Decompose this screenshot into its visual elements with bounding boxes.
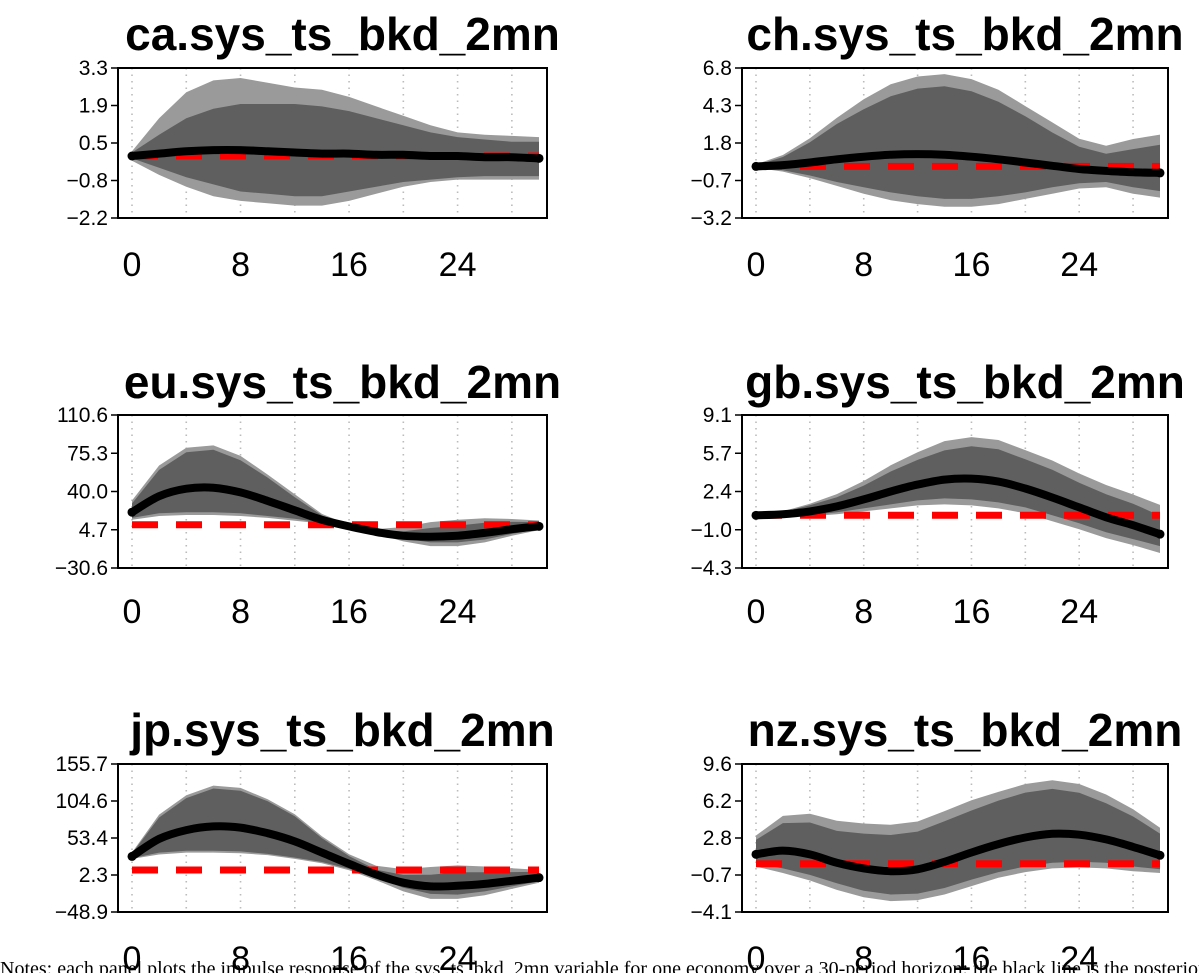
x-tick-label: 8 (854, 246, 873, 284)
y-tick-label: 110.6 (57, 404, 108, 427)
panel-title: gb.sys_ts_bkd_2mn (745, 356, 1185, 408)
median-line (128, 145, 543, 163)
x-tick-label: 16 (953, 246, 991, 284)
median-start-point (127, 151, 137, 161)
y-tick-label: 3.3 (79, 57, 108, 80)
median-start-point (751, 510, 761, 520)
x-tick-label: 0 (747, 940, 766, 973)
y-tick-label: 4.7 (79, 519, 108, 542)
panel-ch: ch.sys_ts_bkd_2mn 6.8 4.3 1.8 −0.7 −3.2 0 8 16 24 (691, 8, 1184, 284)
figure-caption: Notes: each panel plots the impulse resp… (0, 958, 1199, 973)
y-tick-label: 53.4 (67, 827, 108, 850)
x-tick-label: 16 (953, 593, 991, 631)
median-end-point (534, 873, 544, 883)
y-tick-label: −30.6 (55, 557, 108, 580)
panel-title: ch.sys_ts_bkd_2mn (746, 8, 1183, 60)
x-tick-label: 24 (439, 593, 477, 631)
y-tick-label: 75.3 (67, 442, 108, 465)
y-tick-label: −4.1 (691, 901, 732, 924)
median-end-point (534, 153, 544, 163)
y-tick-label: 0.5 (79, 132, 108, 155)
median-start-point (751, 161, 761, 171)
x-tick-label: 24 (1060, 246, 1098, 284)
median-end-point (534, 521, 544, 531)
y-tick-label: −2.2 (67, 207, 108, 230)
y-tick-label: −0.8 (67, 170, 108, 193)
median-start-point (127, 851, 137, 861)
y-tick-label: 104.6 (55, 790, 108, 813)
median-start-point (751, 849, 761, 859)
x-tick-label: 8 (231, 593, 250, 631)
y-tick-label: 4.3 (703, 95, 732, 118)
y-tick-label: −3.2 (691, 207, 732, 230)
x-tick-label: 0 (123, 246, 142, 284)
y-tick-label: 1.8 (703, 132, 732, 155)
y-tick-label: −0.7 (691, 864, 732, 887)
x-tick-label: 0 (123, 940, 142, 973)
y-tick-label: −4.3 (691, 557, 732, 580)
median-line (752, 150, 1164, 177)
x-tick-label: 8 (231, 246, 250, 284)
credible-band-inner (132, 788, 539, 895)
credible-band-inner (132, 449, 539, 543)
panel-title: nz.sys_ts_bkd_2mn (748, 704, 1183, 756)
y-tick-label: 1.9 (79, 95, 108, 118)
x-tick-label: 0 (123, 593, 142, 631)
y-tick-label: 40.0 (67, 481, 108, 504)
y-tick-label: 9.6 (703, 753, 732, 776)
y-tick-label: 6.8 (703, 57, 732, 80)
x-tick-label: 24 (439, 246, 477, 284)
median-line (128, 822, 543, 891)
median-start-point (127, 507, 137, 517)
median-end-point (1155, 168, 1165, 178)
credible-band-inner (756, 446, 1160, 547)
y-tick-label: 5.7 (703, 442, 732, 465)
y-tick-label: −48.9 (55, 901, 108, 924)
median-end-point (1155, 850, 1165, 860)
x-tick-label: 8 (854, 593, 873, 631)
x-tick-label: 0 (747, 593, 766, 631)
x-tick-label: 16 (953, 940, 991, 973)
y-tick-label: 155.7 (55, 753, 108, 776)
panel-jp: jp.sys_ts_bkd_2mn 155.7 104.6 53.4 2.3 −48.9 0… (55, 704, 555, 973)
median-line (128, 483, 543, 541)
panel-eu: eu.sys_ts_bkd_2mn 110.6 75.3 40.0 4.7 −30.6 0 8… (55, 356, 561, 631)
median-line (752, 474, 1164, 539)
y-tick-label: 9.1 (703, 404, 732, 427)
panel-title: ca.sys_ts_bkd_2mn (125, 8, 560, 60)
y-tick-label: 2.3 (79, 864, 108, 887)
y-tick-label: −1.0 (691, 519, 732, 542)
y-tick-label: 2.8 (703, 827, 732, 850)
median-line (752, 829, 1164, 876)
panel-gb: gb.sys_ts_bkd_2mn 9.1 5.7 2.4 −1.0 −4.3 0 8 16 24 (691, 356, 1185, 631)
panel-title: jp.sys_ts_bkd_2mn (129, 704, 554, 756)
x-tick-label: 24 (1060, 593, 1098, 631)
y-tick-label: 2.4 (703, 481, 733, 504)
panel-ca: ca.sys_ts_bkd_2mn 3.3 1.9 0.5 −0.8 −2.2 0 8 16 24 (67, 8, 560, 284)
x-tick-label: 16 (330, 246, 368, 284)
x-tick-label: 8 (231, 940, 250, 973)
x-tick-label: 16 (330, 940, 368, 973)
x-tick-label: 24 (1060, 940, 1098, 973)
x-tick-label: 16 (330, 593, 368, 631)
median-end-point (1155, 529, 1165, 539)
x-tick-label: 8 (854, 940, 873, 973)
panel-nz: nz.sys_ts_bkd_2mn 9.6 6.2 2.8 −0.7 −4.1 0 8 16 24 (691, 704, 1183, 973)
y-tick-label: −0.7 (691, 170, 732, 193)
y-tick-label: 6.2 (703, 790, 732, 813)
panel-title: eu.sys_ts_bkd_2mn (124, 356, 561, 408)
x-tick-label: 24 (439, 940, 477, 973)
credible-band-inner (756, 86, 1160, 199)
x-tick-label: 0 (747, 246, 766, 284)
